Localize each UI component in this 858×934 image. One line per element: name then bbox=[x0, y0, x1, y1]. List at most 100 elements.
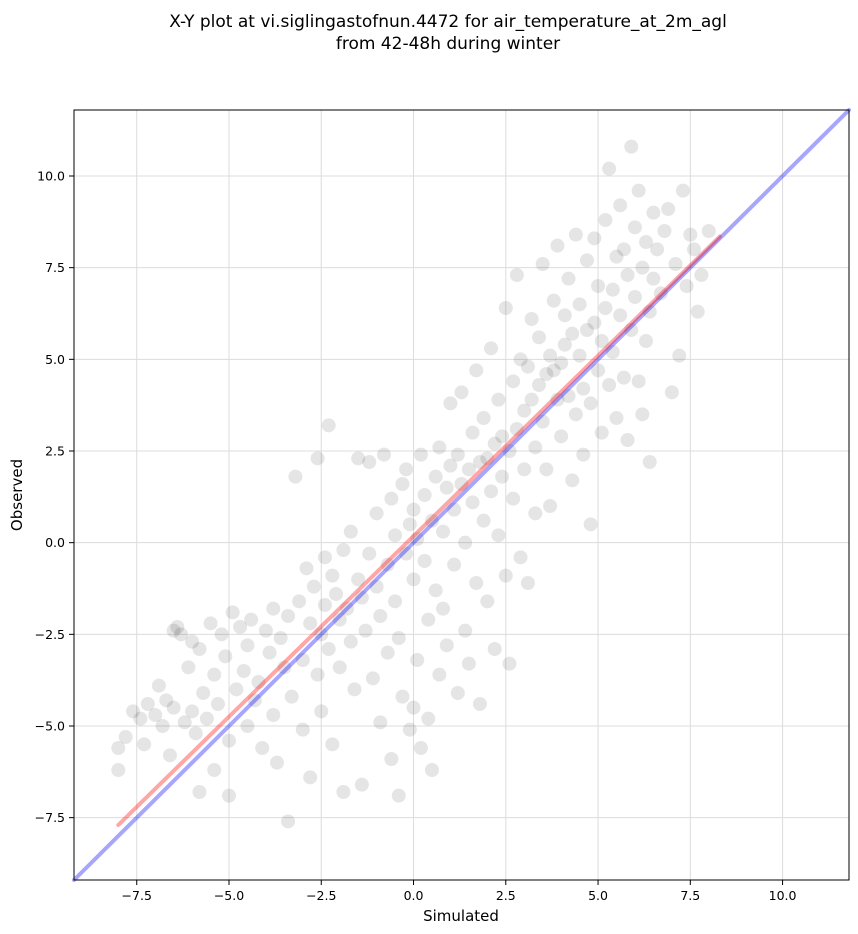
data-point bbox=[605, 345, 620, 359]
data-point bbox=[340, 601, 355, 616]
data-point bbox=[118, 730, 133, 744]
data-point bbox=[284, 689, 299, 704]
data-point bbox=[465, 425, 480, 440]
data-point bbox=[177, 715, 192, 730]
data-point bbox=[568, 227, 583, 242]
data-point bbox=[384, 491, 399, 506]
data-point bbox=[277, 660, 292, 675]
data-point bbox=[399, 546, 414, 561]
data-point bbox=[701, 224, 716, 238]
data-point bbox=[694, 268, 709, 282]
data-point bbox=[332, 612, 347, 627]
data-point bbox=[181, 660, 196, 675]
data-point bbox=[417, 554, 432, 568]
data-point bbox=[218, 649, 233, 664]
data-point bbox=[295, 722, 310, 737]
data-point bbox=[524, 312, 539, 326]
data-point bbox=[506, 491, 521, 506]
data-point bbox=[417, 488, 432, 502]
data-point bbox=[450, 686, 465, 700]
data-point bbox=[314, 627, 329, 642]
data-point bbox=[664, 385, 679, 400]
data-point bbox=[498, 568, 513, 583]
data-point bbox=[624, 323, 639, 337]
data-point bbox=[166, 623, 181, 638]
data-point bbox=[550, 238, 565, 253]
data-point bbox=[447, 502, 462, 517]
data-point bbox=[358, 623, 373, 638]
y-axis-ticks: −7.5 −5.0 −2.5 0.0 2.5 5.0 7.5 10.0 bbox=[35, 169, 74, 825]
chart-subtitle: from 42-48h during winter bbox=[336, 34, 560, 54]
data-point bbox=[325, 568, 340, 583]
data-point bbox=[310, 667, 325, 682]
data-point bbox=[635, 407, 650, 422]
data-point bbox=[550, 392, 565, 407]
x-tick-label: 0.0 bbox=[404, 888, 424, 903]
data-point bbox=[432, 440, 447, 455]
data-point bbox=[447, 557, 462, 572]
data-point bbox=[528, 440, 543, 455]
data-point bbox=[517, 403, 532, 418]
data-point bbox=[524, 392, 539, 407]
data-point bbox=[532, 378, 546, 392]
data-point bbox=[491, 392, 506, 407]
data-point bbox=[554, 429, 569, 444]
data-point bbox=[262, 645, 277, 660]
data-point bbox=[329, 587, 344, 601]
data-point bbox=[428, 583, 443, 598]
data-point bbox=[314, 704, 329, 719]
data-point bbox=[487, 436, 502, 451]
data-point bbox=[616, 370, 631, 385]
data-point bbox=[605, 282, 620, 297]
data-point bbox=[646, 271, 661, 286]
data-point bbox=[528, 506, 543, 521]
data-point bbox=[410, 653, 425, 667]
data-point bbox=[317, 550, 332, 565]
data-point bbox=[472, 455, 487, 469]
data-point bbox=[517, 462, 532, 477]
data-point bbox=[288, 469, 303, 484]
data-point bbox=[388, 528, 403, 543]
data-point bbox=[543, 499, 558, 513]
data-point bbox=[255, 741, 270, 755]
data-point bbox=[299, 561, 314, 576]
data-point bbox=[222, 733, 236, 748]
data-point bbox=[196, 686, 211, 700]
data-point bbox=[532, 330, 546, 345]
data-point bbox=[498, 301, 513, 315]
data-point bbox=[240, 638, 255, 653]
data-point bbox=[199, 711, 214, 726]
data-point bbox=[572, 348, 587, 363]
chart-title: X-Y plot at vi.siglingastofnun.4472 for … bbox=[169, 12, 727, 32]
data-point bbox=[395, 477, 410, 491]
data-point bbox=[369, 579, 384, 594]
data-point bbox=[539, 367, 554, 381]
data-point bbox=[509, 422, 524, 436]
data-point bbox=[188, 726, 203, 741]
data-point bbox=[111, 763, 126, 777]
data-point bbox=[162, 748, 177, 763]
data-point bbox=[539, 462, 554, 477]
data-point bbox=[472, 697, 487, 711]
data-point bbox=[657, 224, 672, 238]
data-point bbox=[554, 356, 569, 370]
data-point bbox=[380, 645, 395, 660]
data-point bbox=[148, 708, 163, 722]
data-point bbox=[631, 183, 646, 198]
data-point bbox=[399, 462, 414, 477]
data-point bbox=[557, 337, 572, 352]
data-point bbox=[281, 609, 296, 623]
y-tick-label: 5.0 bbox=[45, 352, 65, 367]
data-point bbox=[336, 543, 351, 557]
data-point bbox=[484, 484, 499, 499]
data-point bbox=[484, 341, 499, 356]
data-point bbox=[192, 642, 207, 656]
data-point bbox=[535, 414, 550, 429]
data-point bbox=[624, 139, 639, 154]
data-point bbox=[351, 451, 366, 466]
data-point bbox=[222, 788, 236, 803]
grid-lines bbox=[74, 110, 849, 880]
x-tick-label: −7.5 bbox=[122, 888, 152, 903]
data-point bbox=[373, 715, 388, 730]
y-tick-label: −5.0 bbox=[35, 719, 65, 734]
